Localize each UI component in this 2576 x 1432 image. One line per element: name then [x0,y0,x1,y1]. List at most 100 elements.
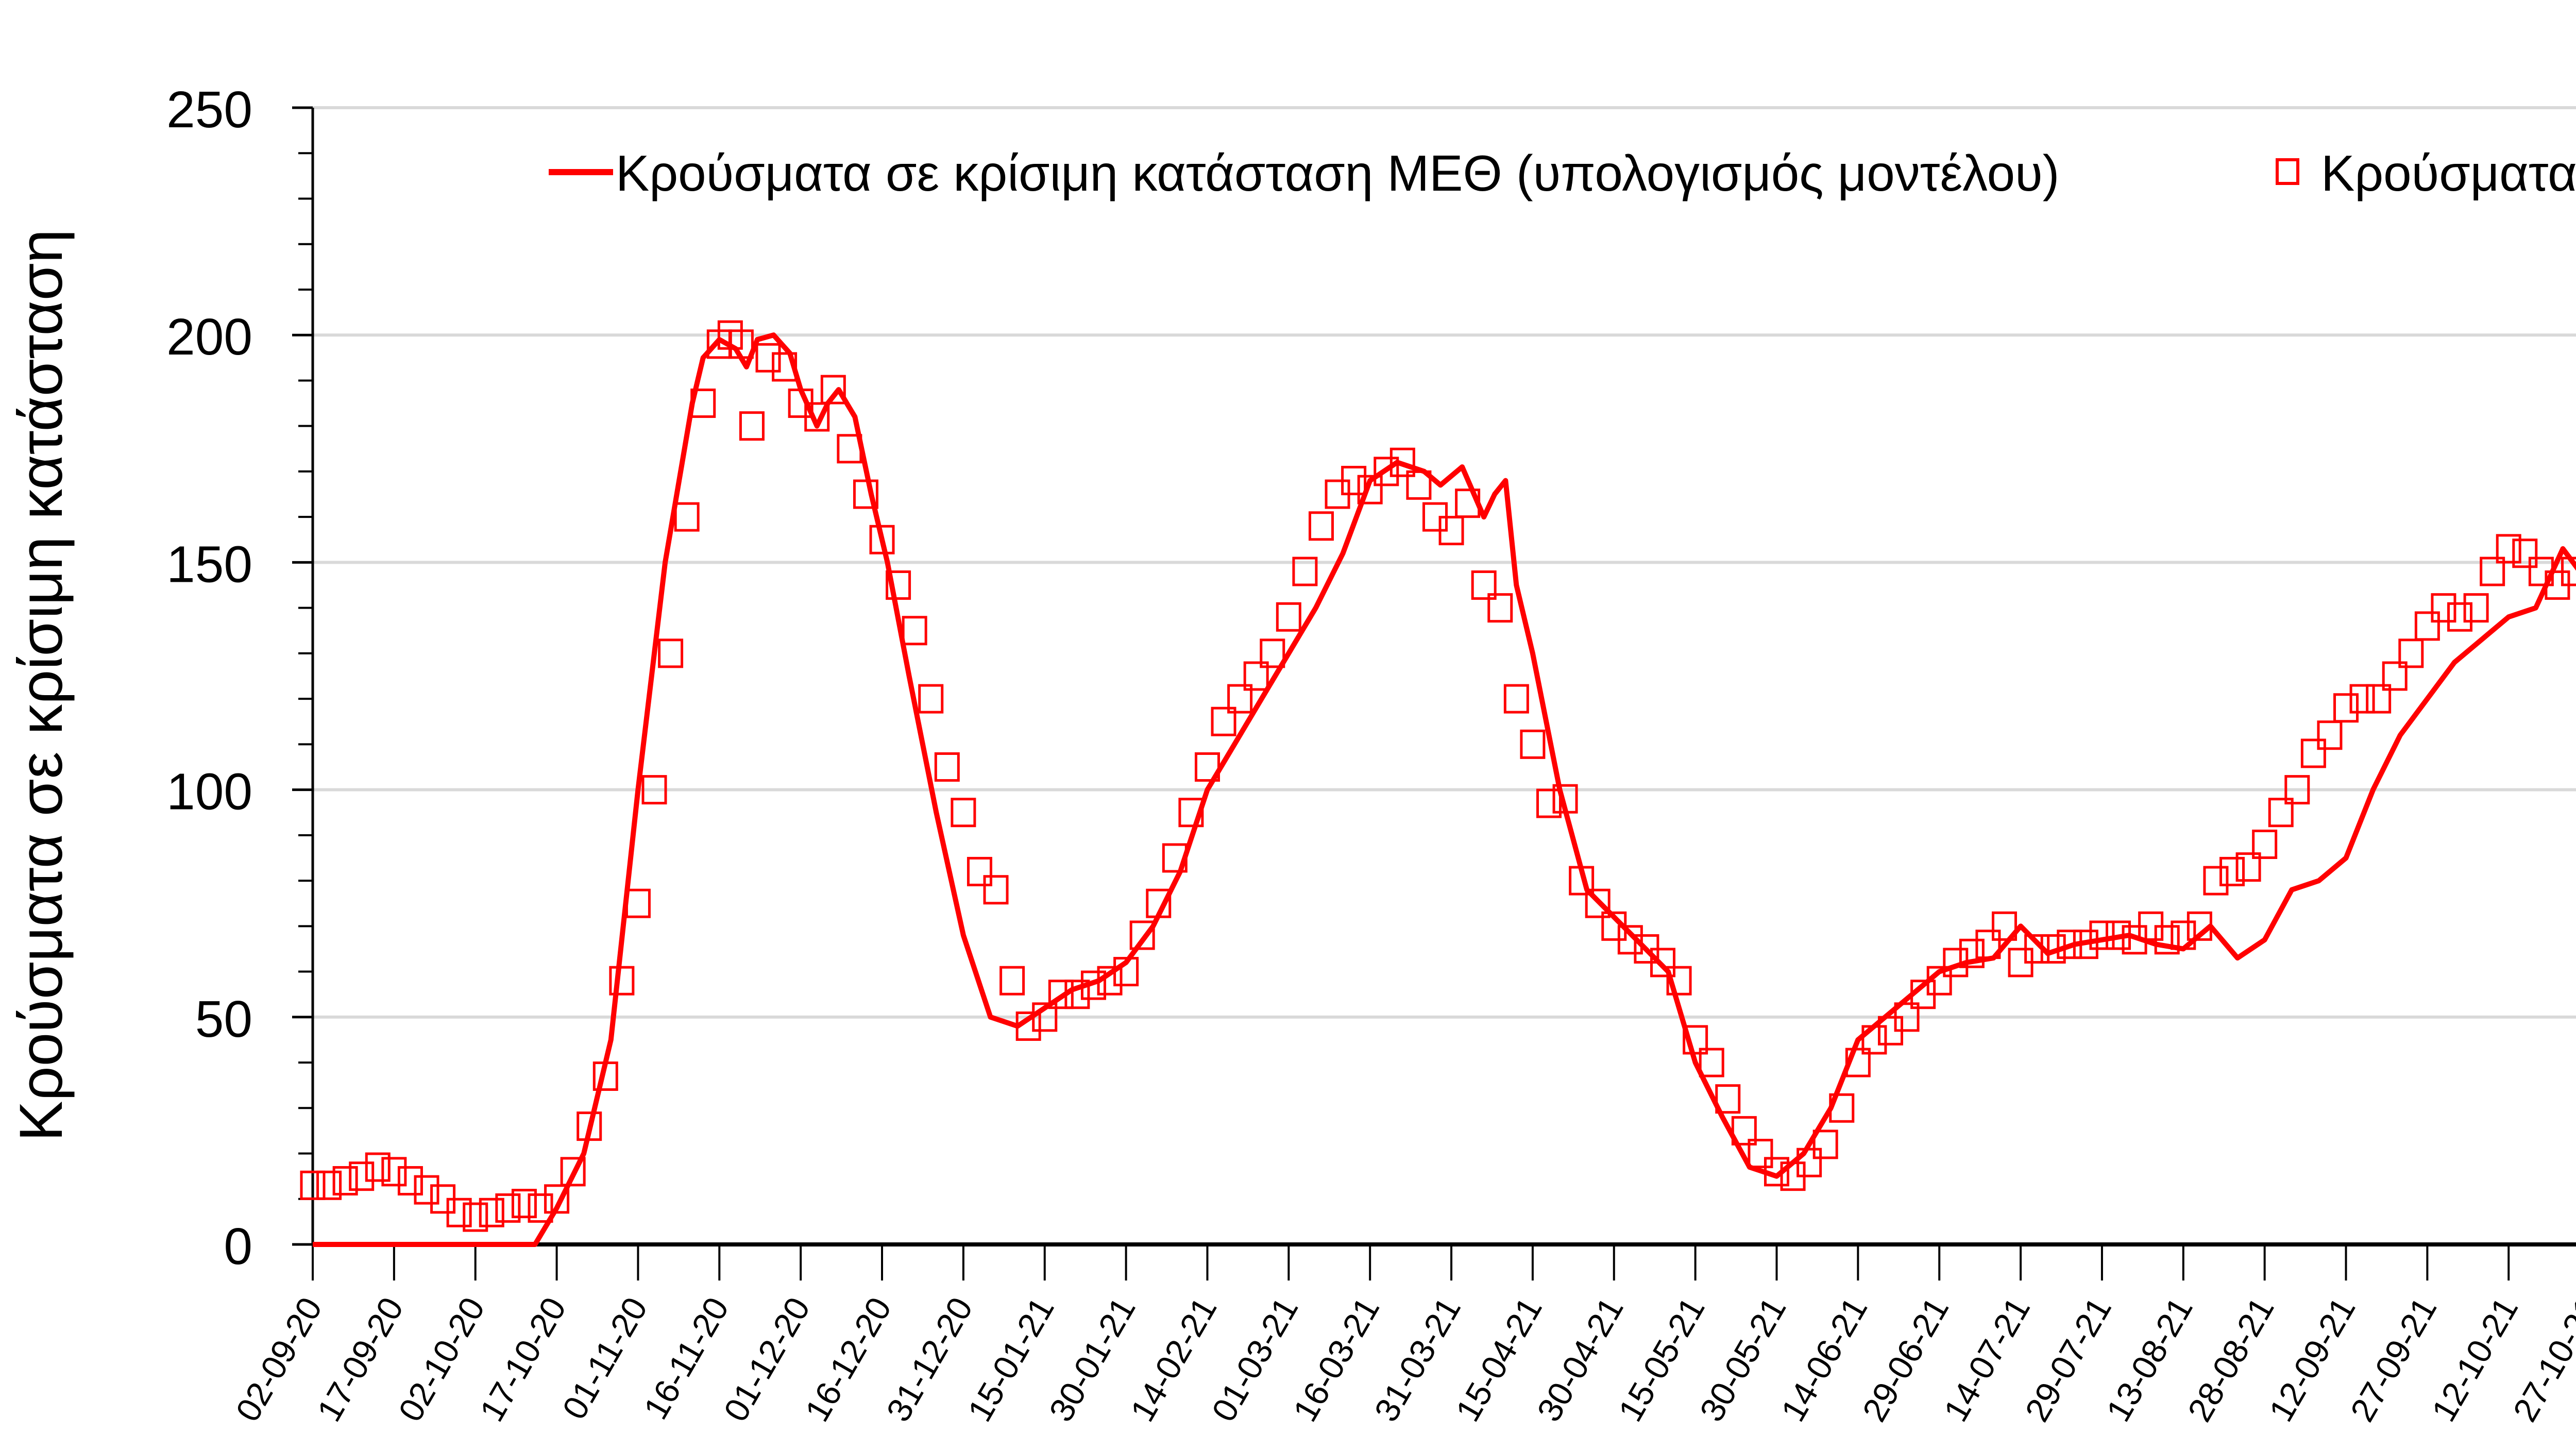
data-point-marker [2089,920,2115,950]
data-point-marker [1585,888,1611,918]
data-point-marker [1389,447,1415,477]
data-point-marker [2219,856,2245,886]
y-tick-label: 150 [166,535,252,593]
series-model-line [313,332,2576,1247]
model-line [313,332,2576,1247]
data-point-marker [1129,920,1155,950]
data-point-marker [1374,457,1399,486]
data-point-marker [869,525,895,554]
data-point-marker [397,1166,423,1195]
data-point-marker [674,502,700,532]
data-point-marker [1341,466,1367,496]
data-point-marker [2284,775,2310,805]
data-point-marker [2496,534,2521,564]
data-point-marker [951,798,976,828]
data-point-marker [2300,738,2326,768]
data-point-marker [1959,938,1985,968]
data-point-marker [1243,661,1269,691]
axes: 05010015020025002-09-2017-09-2002-10-201… [166,81,2576,1428]
y-tick-label: 0 [224,1218,252,1275]
data-point-marker [316,1170,342,1200]
data-point-marker [2333,693,2359,723]
data-point-marker [1503,684,1529,714]
data-point-marker [902,616,927,646]
data-point-marker [2398,638,2424,668]
data-point-marker [1487,593,1513,623]
data-point-marker [463,1202,488,1232]
data-point-marker [2235,852,2261,882]
data-point-marker [755,343,781,373]
y-tick-label: 200 [166,308,252,366]
data-point-marker [1260,638,1285,668]
data-point-marker [739,411,765,441]
legend-square-icon [2276,158,2299,185]
data-point-marker [349,1161,375,1191]
data-point-marker [479,1198,504,1227]
data-point-marker [1471,570,1497,600]
data-point-marker [332,1166,358,1195]
data-point-marker [1520,729,1546,759]
data-point-marker [2447,602,2473,632]
data-point-marker [1812,1130,1838,1159]
data-point-marker [1048,980,1074,1009]
data-point-marker [2463,593,2489,623]
data-point-marker [886,570,911,600]
data-point-marker [2024,934,2050,964]
data-point-marker [446,1198,472,1227]
data-point-marker [918,684,944,714]
data-point-marker [1715,1084,1741,1114]
data-point-marker [2512,538,2538,568]
data-point-marker [2268,798,2294,828]
data-point-marker [1617,925,1643,955]
data-point-marker [2154,925,2180,955]
data-point-marker [2252,829,2278,859]
data-point-marker [1227,684,1253,714]
data-point-marker [609,966,635,996]
data-point-marker [1894,1002,1920,1032]
data-point-marker [560,1157,586,1187]
data-point-marker [2203,866,2229,896]
data-point-marker [1748,1139,1773,1169]
y-tick-label: 50 [195,990,252,1048]
gridlines [313,106,2576,1019]
data-point-marker [658,638,684,668]
data-point-marker [983,875,1009,905]
data-point-marker [300,1170,326,1200]
y-tick-label: 100 [166,763,252,821]
data-point-marker [1536,788,1562,818]
data-point-marker [820,375,846,405]
data-point-marker [1308,511,1334,541]
data-point-marker [511,1189,537,1219]
data-point-marker [381,1157,407,1187]
data-point-marker [967,856,992,886]
data-point-marker [365,1152,391,1182]
data-point-marker [1683,1025,1708,1055]
data-point-marker [2561,557,2576,586]
data-point-marker [625,888,651,918]
data-point-marker [1292,557,1318,586]
data-point-marker [2414,611,2440,641]
data-point-marker [1731,1116,1757,1145]
data-point-marker [2317,720,2343,750]
data-point-marker [641,775,667,805]
data-point-marker [1276,602,1301,632]
y-tick-label: 250 [166,81,252,139]
data-point-marker [495,1193,521,1223]
data-point-marker [2349,684,2375,714]
data-point-marker [999,966,1025,996]
legend-label-confirmed: Κρούσματα σε κρίσιμη κατάσταση ΜΕΘ (επιβ… [2321,145,2576,201]
data-point-marker [2366,684,2392,714]
y-axis-title: Κρούσματα σε κρίσιμη κατάσταση [7,229,75,1141]
data-point-marker [934,752,960,782]
data-point-marker [1650,948,1675,978]
data-point-marker [2382,661,2408,691]
data-point-marker [804,402,830,432]
data-point-marker [2431,593,2456,623]
data-point-marker [1438,516,1464,546]
data-point-marker [1211,706,1236,736]
data-point-marker [528,1193,553,1223]
legend: Κρούσματα σε κρίσιμη κατάσταση ΜΕΘ (υπολ… [549,145,2576,201]
data-point-marker [1666,966,1692,996]
